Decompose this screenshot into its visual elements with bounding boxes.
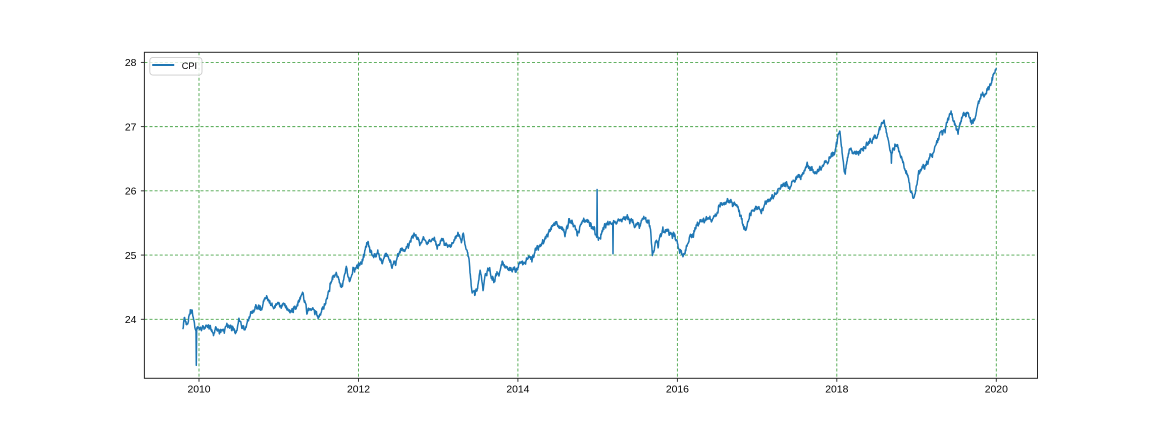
- svg-text:24: 24: [125, 315, 137, 326]
- svg-text:CPI: CPI: [182, 61, 197, 71]
- svg-text:28: 28: [125, 58, 137, 69]
- svg-text:2010: 2010: [187, 385, 210, 396]
- svg-text:2014: 2014: [506, 385, 529, 396]
- svg-text:2012: 2012: [347, 385, 370, 396]
- svg-text:2020: 2020: [985, 385, 1008, 396]
- svg-text:26: 26: [125, 187, 137, 198]
- svg-text:2018: 2018: [825, 385, 848, 396]
- svg-text:27: 27: [125, 122, 137, 133]
- svg-text:25: 25: [125, 251, 137, 262]
- svg-text:2016: 2016: [666, 385, 689, 396]
